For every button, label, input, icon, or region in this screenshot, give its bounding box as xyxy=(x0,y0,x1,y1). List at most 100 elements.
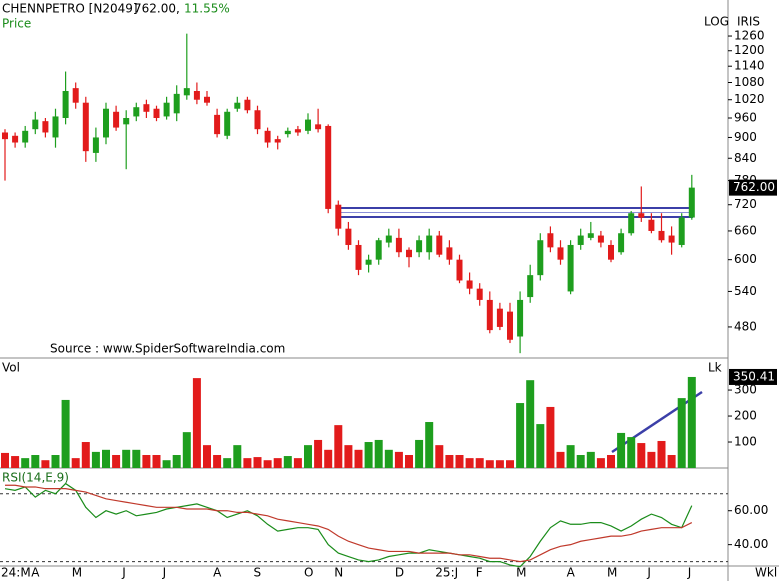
volume-bar xyxy=(657,440,666,468)
volume-bar xyxy=(617,432,626,468)
volume-bar xyxy=(455,455,464,468)
x-tick-label: F xyxy=(476,566,483,580)
volume-bar xyxy=(384,449,393,468)
candle-body xyxy=(587,233,594,238)
scale-mode: LOG xyxy=(704,15,729,29)
volume-bar xyxy=(1,452,9,468)
volume-bar xyxy=(233,445,242,468)
volume-bar xyxy=(576,455,585,468)
y-tick-label: 540 xyxy=(734,284,757,298)
candle-body xyxy=(325,125,332,209)
price-label: Price xyxy=(2,17,31,31)
volume-bar xyxy=(293,458,302,468)
candle-body xyxy=(486,299,493,331)
value-box xyxy=(729,368,777,385)
volume-bar xyxy=(51,455,60,468)
y-tick-label: 40.00 xyxy=(734,537,768,551)
volume-bar xyxy=(344,445,353,468)
trend-line xyxy=(611,390,703,454)
volume-bar xyxy=(687,376,696,468)
volume-bar xyxy=(102,449,110,468)
x-tick-label: J xyxy=(162,566,167,580)
volume-bar xyxy=(243,458,252,468)
volume-bar xyxy=(213,455,222,468)
candle-body xyxy=(224,111,231,136)
value-box-label: 762.00 xyxy=(733,180,775,194)
candle-body xyxy=(668,235,675,243)
volume-bar xyxy=(485,460,494,468)
volume-bar xyxy=(81,442,90,468)
x-tick-label: A xyxy=(213,566,222,580)
y-tick-label: 600 xyxy=(734,252,757,266)
candle-body xyxy=(244,99,251,111)
volume-bar xyxy=(112,455,121,468)
volume-bar xyxy=(41,460,50,468)
y-tick-label: 100 xyxy=(734,435,757,449)
candle-body xyxy=(648,219,655,231)
volume-bar xyxy=(546,406,555,468)
candle-body xyxy=(335,204,342,229)
candle-body xyxy=(204,96,210,103)
rsi-title: RSI(14,E,9) xyxy=(2,471,69,485)
candle-body xyxy=(123,118,130,125)
volume-unit: Lk xyxy=(708,361,722,375)
candle-body xyxy=(22,130,29,143)
volume-bar xyxy=(435,445,444,468)
candle-body xyxy=(294,129,301,133)
candle-body xyxy=(608,244,614,260)
volume-bar xyxy=(182,432,191,468)
volume-bar xyxy=(566,445,575,468)
candle-body xyxy=(82,102,89,152)
volume-bar xyxy=(21,458,30,468)
brand: IRIS xyxy=(737,15,760,29)
volume-bar xyxy=(192,378,201,468)
volume-bar xyxy=(475,458,484,468)
candle-body xyxy=(264,130,271,143)
period: Wkl xyxy=(755,566,777,580)
volume-bar xyxy=(586,451,595,468)
candle-body xyxy=(345,228,352,245)
candle-body xyxy=(2,132,8,140)
candle-body xyxy=(456,259,463,281)
volume-bar xyxy=(334,425,343,468)
value-box xyxy=(729,179,777,196)
candle-body xyxy=(466,280,473,289)
x-tick-label: N xyxy=(334,566,343,580)
candle-body xyxy=(496,308,503,327)
volume-bar xyxy=(445,455,454,468)
x-tick-label: J xyxy=(646,566,651,580)
rsi-line xyxy=(5,484,693,563)
volume-bar xyxy=(374,439,383,468)
volume-bar xyxy=(162,460,171,468)
x-tick-label: 24:M xyxy=(1,566,31,580)
y-tick-label: 1260 xyxy=(734,29,765,43)
volume-bar xyxy=(627,437,636,468)
x-tick-label: A xyxy=(567,566,576,580)
volume-bar xyxy=(273,458,282,468)
x-tick-label: 25:J xyxy=(435,566,458,580)
x-tick-label: J xyxy=(687,566,692,580)
candle-body xyxy=(527,275,534,298)
candle-body xyxy=(153,108,160,119)
candle-body xyxy=(234,102,241,109)
candle-body xyxy=(416,240,423,253)
volume-title: Vol xyxy=(2,361,20,375)
y-tick-label: 840 xyxy=(734,151,757,165)
volume-bar xyxy=(142,455,151,468)
candle-body xyxy=(305,119,311,131)
candle-body xyxy=(113,111,120,128)
y-tick-label: 200 xyxy=(734,409,757,423)
candle-body xyxy=(537,240,544,276)
volume-bar xyxy=(495,460,504,468)
candle-body xyxy=(597,235,604,243)
candle-body xyxy=(557,247,564,260)
candle-body xyxy=(517,299,524,337)
volume-bar xyxy=(354,449,363,468)
last-price: 762.00, xyxy=(134,2,180,16)
candle-body xyxy=(163,102,170,117)
x-tick-label: J xyxy=(121,566,126,580)
volume-bar xyxy=(596,458,605,468)
candle-body xyxy=(32,119,39,130)
candle-body xyxy=(688,187,695,218)
candle-body xyxy=(547,233,554,248)
